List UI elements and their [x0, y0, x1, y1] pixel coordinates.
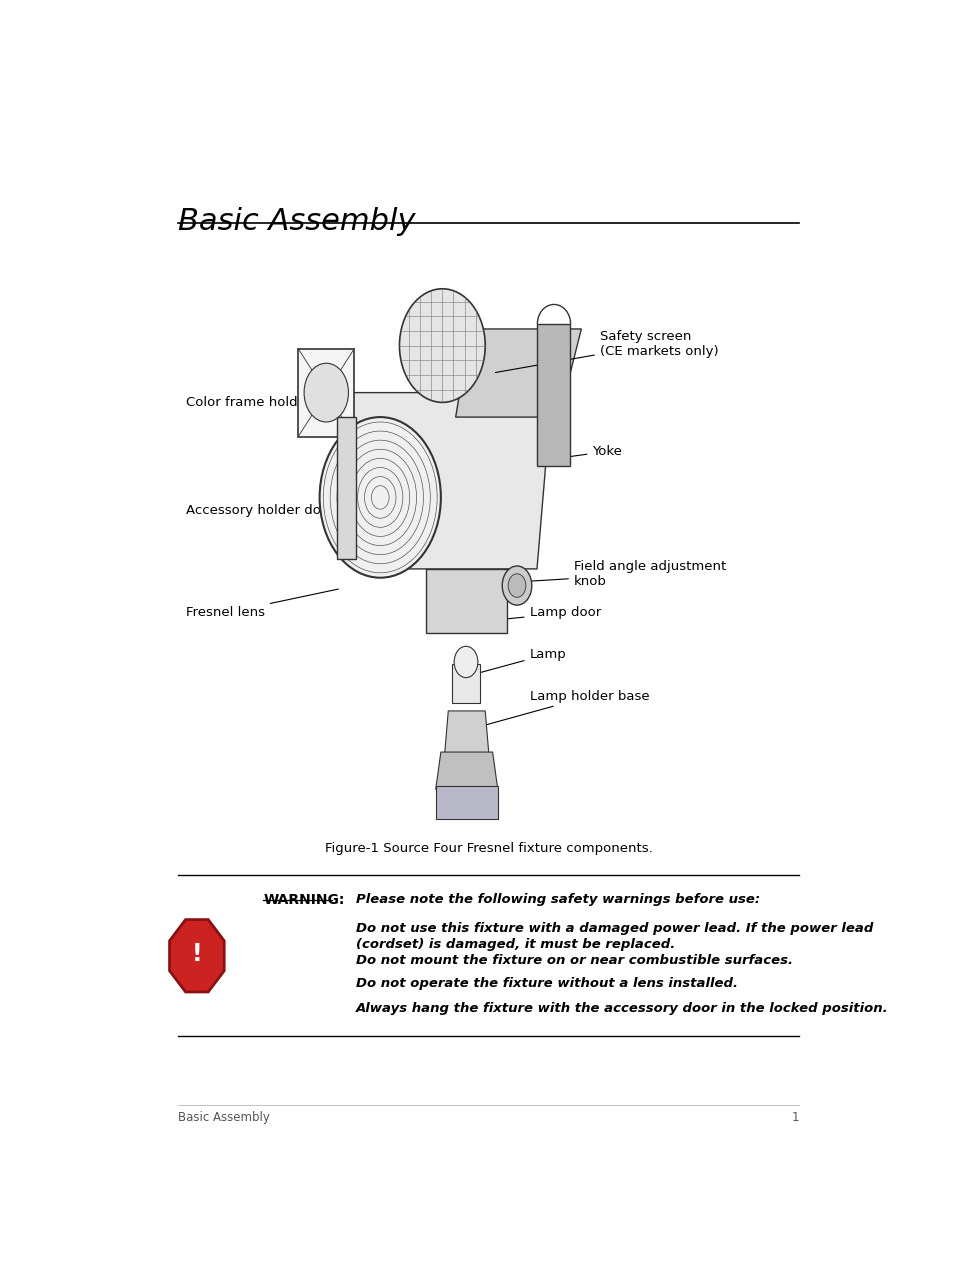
- Polygon shape: [452, 664, 479, 703]
- Polygon shape: [456, 329, 580, 417]
- Text: WARNING:: WARNING:: [263, 893, 344, 907]
- Circle shape: [399, 289, 485, 402]
- Circle shape: [319, 417, 440, 577]
- Text: Lamp holder base: Lamp holder base: [475, 689, 649, 728]
- Text: Do not use this fixture with a damaged power lead. If the power lead
(cordset) i: Do not use this fixture with a damaged p…: [355, 921, 872, 951]
- Text: 1: 1: [791, 1110, 799, 1123]
- Text: Yoke: Yoke: [539, 445, 621, 460]
- Circle shape: [454, 646, 477, 678]
- Circle shape: [304, 364, 348, 422]
- Text: !: !: [192, 941, 202, 965]
- Polygon shape: [337, 417, 355, 560]
- Circle shape: [501, 566, 531, 605]
- Polygon shape: [426, 569, 507, 632]
- Text: Basic Assembly: Basic Assembly: [178, 206, 416, 235]
- Polygon shape: [341, 393, 551, 569]
- Polygon shape: [444, 711, 488, 756]
- Text: Lamp door: Lamp door: [490, 607, 600, 621]
- Text: Do not mount the fixture on or near combustible surfaces.: Do not mount the fixture on or near comb…: [355, 954, 792, 967]
- Polygon shape: [170, 920, 224, 992]
- Text: Do not operate the fixture without a lens installed.: Do not operate the fixture without a len…: [355, 977, 737, 991]
- Text: Basic Assembly: Basic Assembly: [178, 1110, 270, 1123]
- Text: Field angle adjustment
knob: Field angle adjustment knob: [524, 560, 725, 588]
- Polygon shape: [298, 349, 354, 436]
- Text: Lamp: Lamp: [468, 647, 566, 675]
- Text: Fresnel lens: Fresnel lens: [186, 589, 338, 619]
- Text: Please note the following safety warnings before use:: Please note the following safety warning…: [355, 893, 760, 906]
- Text: Safety screen
(CE markets only): Safety screen (CE markets only): [495, 329, 718, 373]
- Text: Accessory holder door: Accessory holder door: [186, 504, 341, 519]
- Polygon shape: [436, 786, 497, 819]
- Polygon shape: [436, 752, 497, 789]
- Circle shape: [508, 574, 525, 598]
- Polygon shape: [537, 324, 570, 466]
- Text: Always hang the fixture with the accessory door in the locked position.: Always hang the fixture with the accesso…: [355, 1002, 887, 1015]
- Text: Figure-1 Source Four Fresnel fixture components.: Figure-1 Source Four Fresnel fixture com…: [325, 842, 652, 855]
- Text: Color frame holder: Color frame holder: [186, 396, 318, 408]
